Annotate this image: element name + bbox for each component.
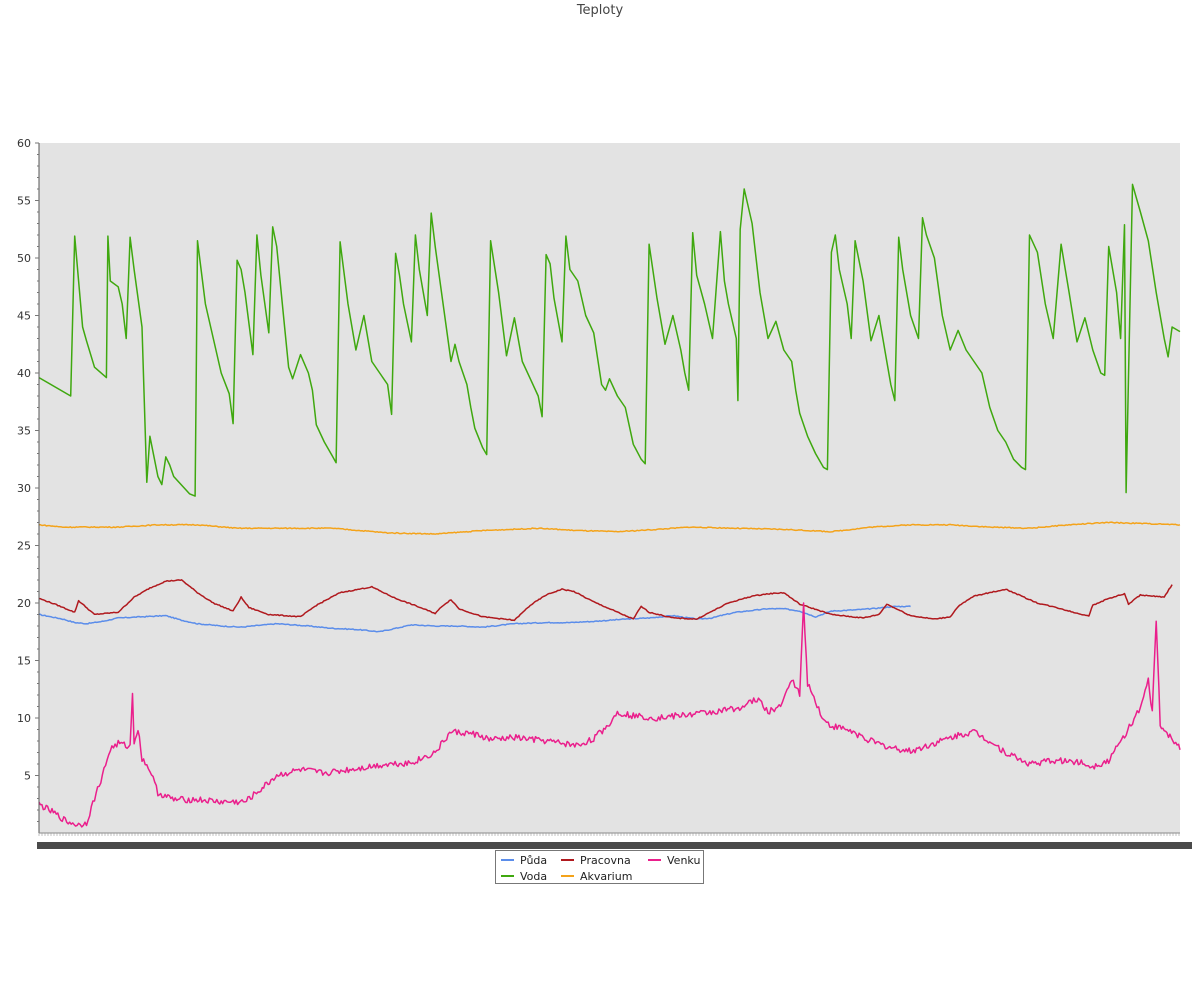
legend-label: Akvarium [580, 870, 633, 883]
legend-item: Voda [501, 870, 547, 884]
legend-item: Venku [648, 854, 700, 868]
y-tick-label: 10 [17, 712, 31, 725]
legend-swatch [561, 875, 574, 877]
legend-label: Venku [667, 854, 701, 867]
legend-item: Akvarium [561, 870, 632, 884]
y-axis: 5 10 15 20 25 30 35 40 45 50 55 60 [17, 137, 40, 833]
legend-item: Pracovna [561, 854, 631, 868]
legend-item: Půda [501, 854, 547, 868]
series-line-5 [38, 602, 1181, 828]
legend: Půda Voda Pracovna Akvarium Venku [495, 850, 704, 884]
legend-label: Pracovna [580, 854, 631, 867]
series-line-2 [38, 183, 1181, 497]
series-line-3 [38, 579, 1173, 622]
y-tick-label: 25 [17, 540, 31, 553]
y-tick-label: 45 [17, 310, 31, 323]
series-line-1 [38, 605, 911, 633]
chart-title: Teploty [576, 3, 624, 18]
y-tick-label: 5 [24, 770, 31, 783]
legend-label: Půda [520, 854, 548, 867]
x-axis [37, 832, 1192, 849]
y-tick-label: 55 [17, 195, 31, 208]
y-tick-label: 20 [17, 597, 31, 610]
y-tick-label: 40 [17, 367, 31, 380]
legend-swatch [501, 859, 514, 861]
legend-label: Voda [520, 870, 548, 883]
legend-swatch [648, 859, 661, 861]
legend-swatch [561, 859, 574, 861]
y-tick-label: 50 [17, 252, 31, 265]
y-tick-label: 30 [17, 482, 31, 495]
y-tick-label: 15 [17, 655, 31, 668]
y-tick-label: 60 [17, 137, 31, 150]
series-line-4 [38, 521, 1181, 535]
legend-swatch [501, 875, 514, 877]
x-tick-label-band [37, 842, 1192, 849]
series-layer [38, 183, 1181, 828]
y-tick-label: 35 [17, 425, 31, 438]
plot-background [39, 143, 1180, 833]
